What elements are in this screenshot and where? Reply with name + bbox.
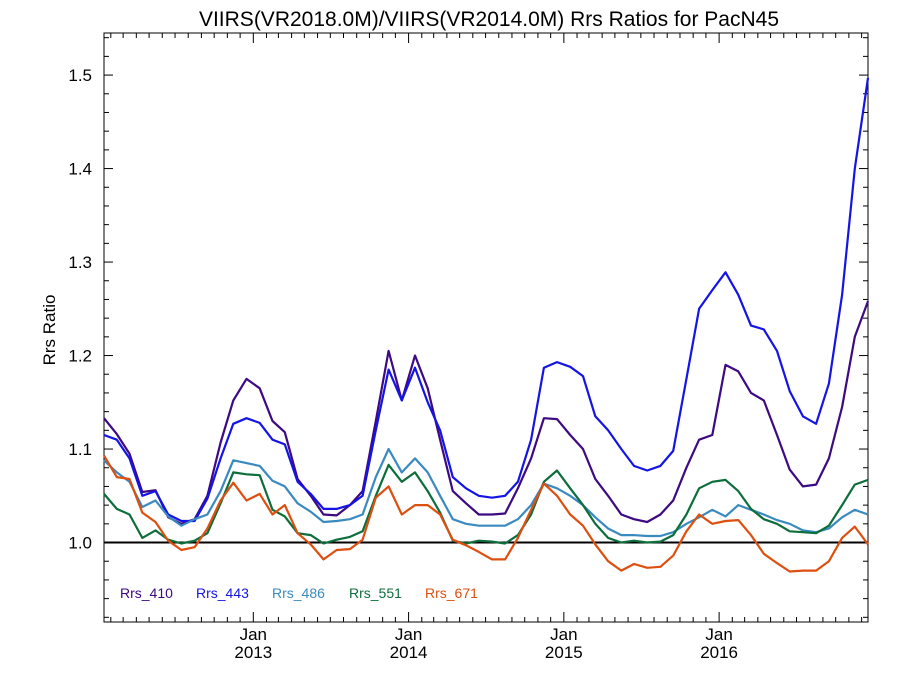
y-tick-label: 1.2 [68, 347, 92, 366]
legend-item-rrs-443: Rrs_443 [196, 585, 249, 601]
series-line-rrs-443 [103, 77, 870, 523]
legend-item-rrs-551: Rrs_551 [349, 585, 402, 601]
series-line-rrs-551 [103, 463, 869, 545]
plot-frame [103, 32, 869, 623]
x-tick-label-year: 2014 [390, 643, 428, 662]
y-tick-label: 1.5 [68, 66, 92, 85]
y-tick-label: 1.0 [68, 534, 92, 553]
series-group [103, 77, 870, 573]
series-line-rrs-486 [103, 447, 869, 538]
legend-item-rrs-486: Rrs_486 [272, 585, 325, 601]
x-tick-label-month: Jan [550, 625, 577, 644]
x-tick-label-month: Jan [395, 625, 422, 644]
legend-item-rrs-671: Rrs_671 [425, 585, 478, 601]
y-tick-label: 1.3 [68, 253, 92, 272]
x-tick-label-year: 2016 [700, 643, 738, 662]
series-line-rrs-671 [103, 455, 869, 573]
legend-item-rrs-410: Rrs_410 [120, 585, 173, 601]
x-tick-label-year: 2015 [545, 643, 583, 662]
chart-title: VIIRS(VR2018.0M)/VIIRS(VR2014.0M) Rrs Ra… [199, 8, 779, 31]
x-tick-label-month: Jan [240, 625, 267, 644]
y-axis-label: Rrs Ratio [40, 295, 59, 366]
x-tick-label-year: 2013 [234, 643, 272, 662]
y-tick-label: 1.1 [68, 440, 92, 459]
axes-group: 1.01.11.21.31.41.5Jan2013Jan2014Jan2015J… [68, 32, 869, 662]
legend: Rrs_410 Rrs_443 Rrs_486 Rrs_551 Rrs_671 [120, 585, 478, 601]
x-tick-label-month: Jan [705, 625, 732, 644]
y-tick-label: 1.4 [68, 160, 92, 179]
series-line-rrs-410 [103, 300, 870, 525]
